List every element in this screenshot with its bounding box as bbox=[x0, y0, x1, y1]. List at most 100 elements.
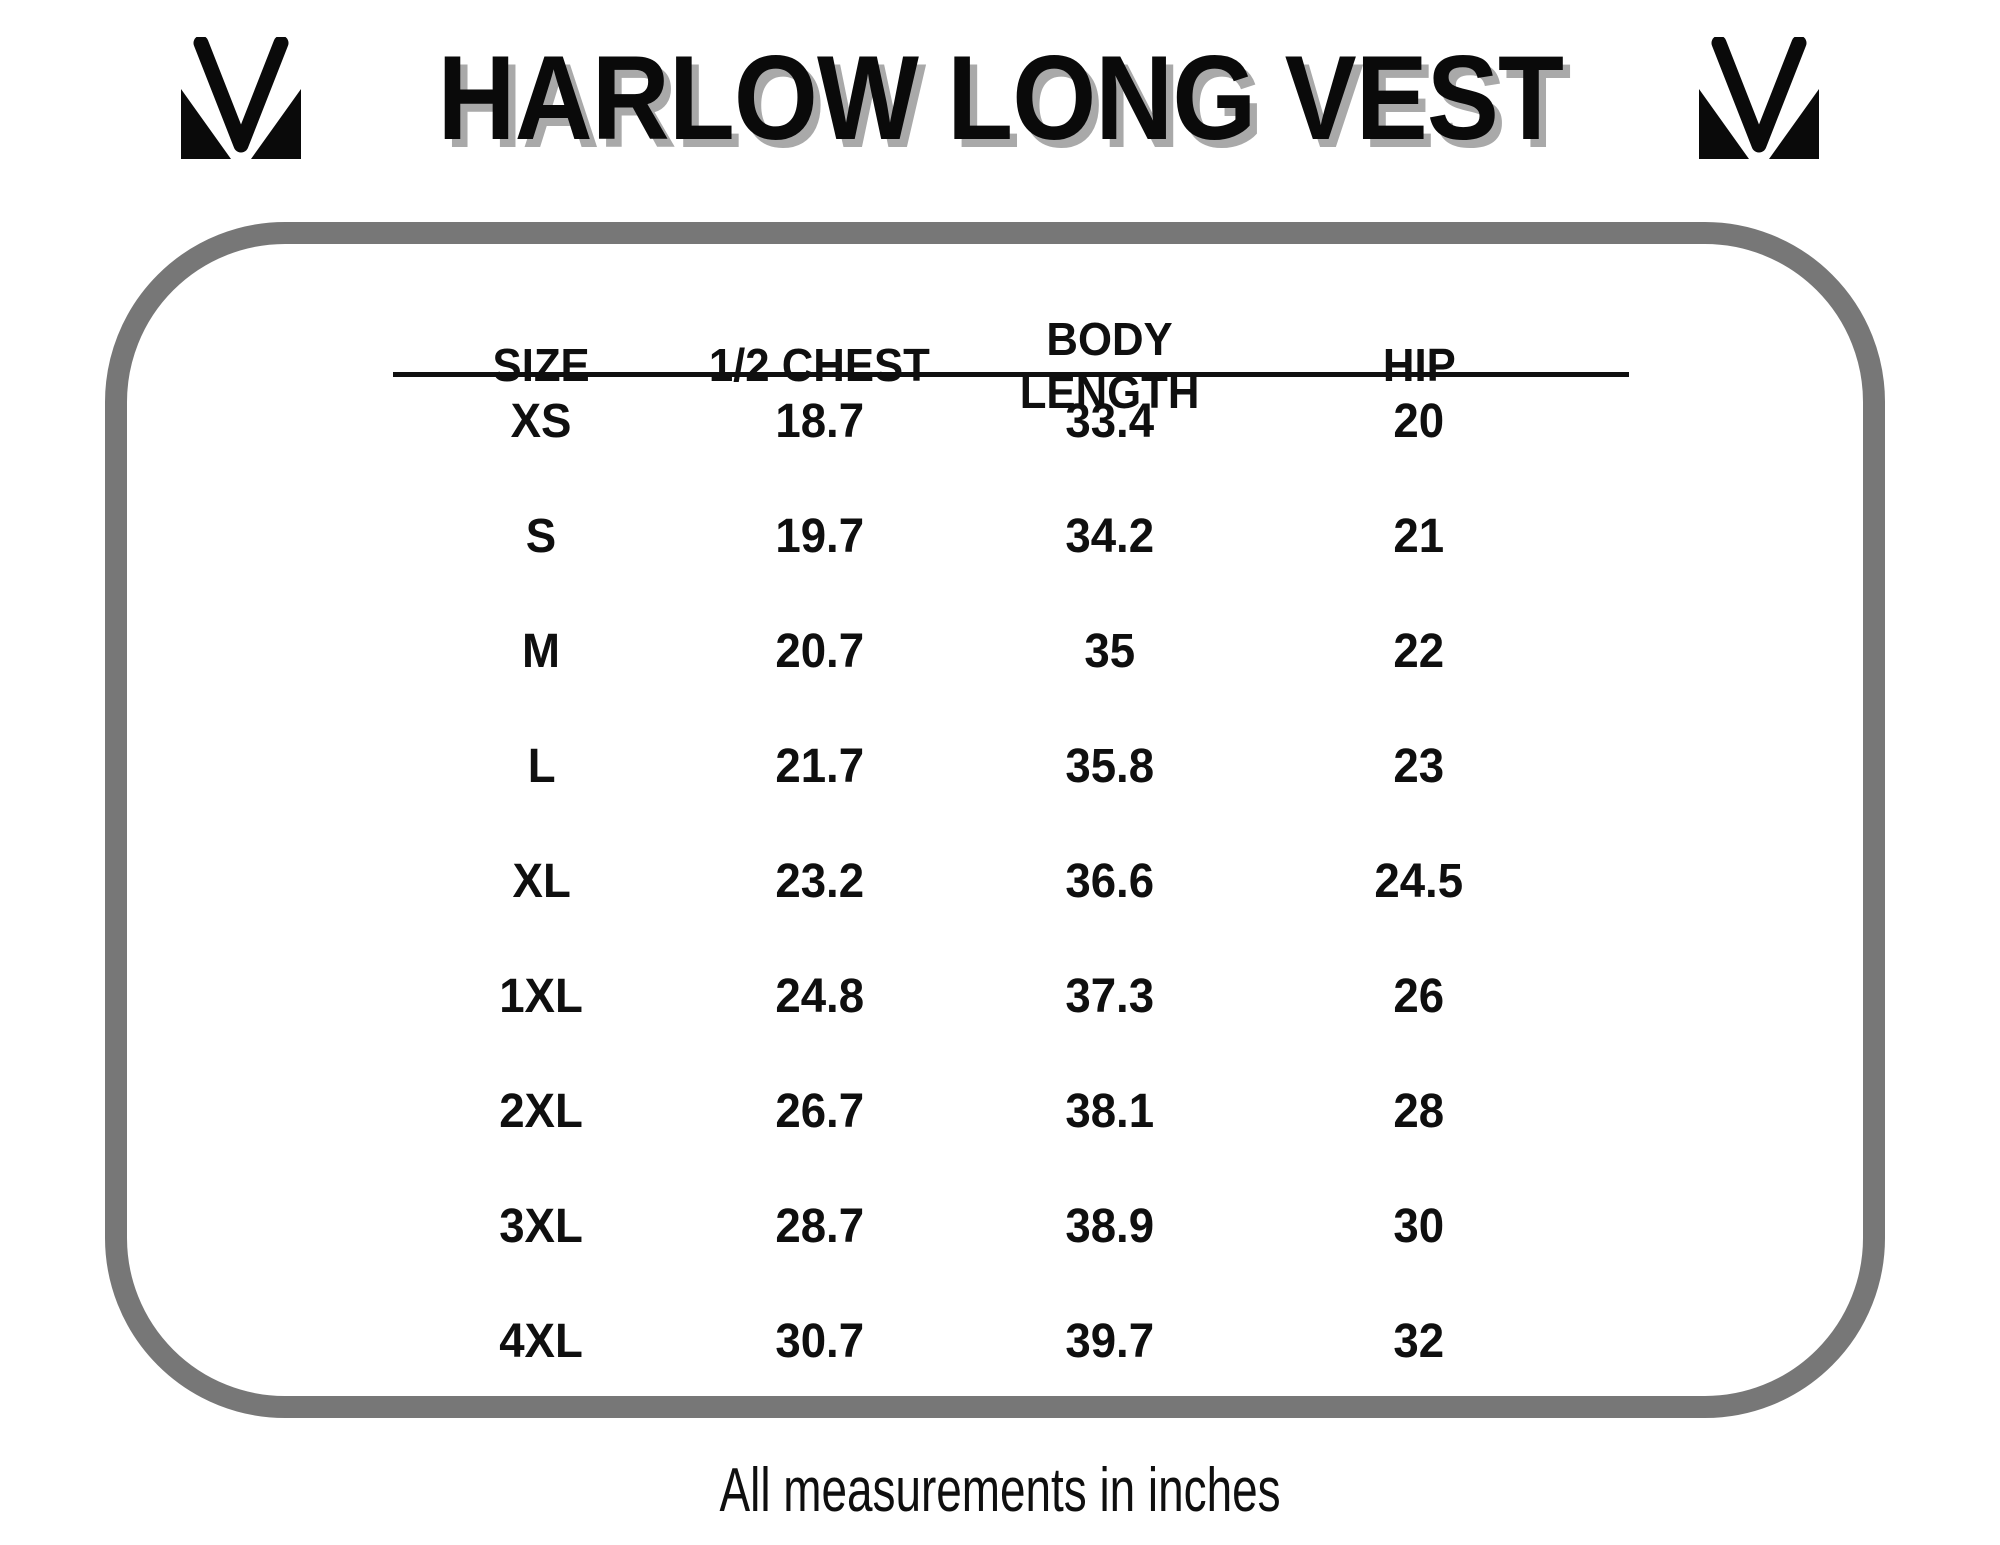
column-header-hip-label: HIP bbox=[1382, 339, 1456, 392]
size-cell-value: XL bbox=[512, 855, 571, 908]
half-chest-cell-value: 24.8 bbox=[775, 970, 864, 1023]
page-title: HARLOW LONG VEST bbox=[437, 31, 1563, 165]
body-length-cell: 35.8 bbox=[949, 739, 1270, 794]
brand-monogram-icon bbox=[1693, 37, 1825, 159]
table-row: L 21.7 35.8 23 bbox=[393, 709, 1629, 824]
half-chest-cell-value: 18.7 bbox=[775, 395, 864, 448]
half-chest-cell-value: 28.7 bbox=[775, 1200, 864, 1253]
column-header-size: SIZE bbox=[393, 286, 690, 392]
hip-cell: 30 bbox=[1271, 1199, 1568, 1254]
hip-cell: 20 bbox=[1271, 394, 1568, 449]
header-divider-line bbox=[393, 372, 1629, 377]
table-row: XS 18.7 33.4 20 bbox=[393, 364, 1629, 479]
table-row: 2XL 26.7 38.1 28 bbox=[393, 1054, 1629, 1169]
size-cell: 1XL bbox=[393, 969, 690, 1024]
hip-cell: 24.5 bbox=[1271, 854, 1568, 909]
body-length-cell-value: 39.7 bbox=[1065, 1315, 1155, 1368]
body-length-cell-value: 38.1 bbox=[1065, 1085, 1155, 1138]
body-length-cell: 38.9 bbox=[949, 1199, 1270, 1254]
body-length-cell: 36.6 bbox=[949, 854, 1270, 909]
half-chest-cell-value: 30.7 bbox=[775, 1315, 864, 1368]
measurements-note: All measurements in inches bbox=[0, 1460, 2000, 1522]
hip-cell: 22 bbox=[1271, 624, 1568, 679]
size-chart-table: SIZE 1/2 CHEST BODY LENGTH HIP XS 18.7 33.… bbox=[393, 260, 1629, 1399]
half-chest-cell: 20.7 bbox=[690, 624, 950, 679]
body-length-cell-value: 34.2 bbox=[1065, 510, 1155, 563]
hip-cell-value: 22 bbox=[1393, 625, 1445, 678]
body-length-cell: 38.1 bbox=[949, 1084, 1270, 1139]
size-cell-value: XS bbox=[510, 395, 572, 448]
size-chart-frame bbox=[105, 222, 1885, 1418]
column-header-size-label: SIZE bbox=[492, 339, 590, 392]
table-header-row: SIZE 1/2 CHEST BODY LENGTH HIP bbox=[393, 260, 1629, 418]
hip-cell: 26 bbox=[1271, 969, 1568, 1024]
hip-cell-value: 30 bbox=[1393, 1200, 1445, 1253]
table-body: XS 18.7 33.4 20 S 19.7 34.2 21 M 20.7 35 22 L 21.7 35.… bbox=[393, 364, 1629, 1399]
table-row: M 20.7 35 22 bbox=[393, 594, 1629, 709]
table-row: XL 23.2 36.6 24.5 bbox=[393, 824, 1629, 939]
column-header-hip: HIP bbox=[1271, 286, 1568, 392]
body-length-cell: 39.7 bbox=[949, 1314, 1270, 1369]
half-chest-cell-value: 19.7 bbox=[775, 510, 864, 563]
size-cell-value: 3XL bbox=[499, 1200, 584, 1253]
brand-monogram-icon bbox=[175, 37, 307, 159]
half-chest-cell-value: 20.7 bbox=[775, 625, 864, 678]
size-cell-value: M bbox=[522, 625, 561, 678]
body-length-cell-value: 38.9 bbox=[1065, 1200, 1155, 1253]
body-length-cell-value: 35.8 bbox=[1065, 740, 1155, 793]
size-cell: XS bbox=[393, 394, 690, 449]
table-row: S 19.7 34.2 21 bbox=[393, 479, 1629, 594]
size-cell: XL bbox=[393, 854, 690, 909]
hip-cell-value: 28 bbox=[1393, 1085, 1445, 1138]
hip-cell: 32 bbox=[1271, 1314, 1568, 1369]
half-chest-cell: 21.7 bbox=[690, 739, 950, 794]
table-row: 3XL 28.7 38.9 30 bbox=[393, 1169, 1629, 1284]
size-cell-value: 1XL bbox=[499, 970, 584, 1023]
measurements-note-text: All measurements in inches bbox=[719, 1456, 1281, 1525]
size-cell-value: 4XL bbox=[499, 1315, 584, 1368]
size-cell: M bbox=[393, 624, 690, 679]
hip-cell-value: 21 bbox=[1393, 510, 1445, 563]
table-row: 4XL 30.7 39.7 32 bbox=[393, 1284, 1629, 1399]
half-chest-cell-value: 26.7 bbox=[775, 1085, 864, 1138]
column-header-body-length: BODY LENGTH bbox=[949, 260, 1270, 419]
half-chest-cell: 23.2 bbox=[690, 854, 950, 909]
column-header-body-length-label: BODY LENGTH bbox=[1020, 312, 1200, 418]
hip-cell-value: 32 bbox=[1393, 1315, 1445, 1368]
size-cell-value: S bbox=[526, 510, 557, 563]
hip-cell: 28 bbox=[1271, 1084, 1568, 1139]
body-length-cell-value: 36.6 bbox=[1065, 855, 1155, 908]
hip-cell: 23 bbox=[1271, 739, 1568, 794]
hip-cell: 21 bbox=[1271, 509, 1568, 564]
half-chest-cell: 18.7 bbox=[690, 394, 950, 449]
half-chest-cell-value: 23.2 bbox=[775, 855, 864, 908]
column-header-half-chest-label: 1/2 CHEST bbox=[708, 339, 930, 392]
hip-cell-value: 20 bbox=[1393, 395, 1445, 448]
body-length-cell: 33.4 bbox=[949, 394, 1270, 449]
size-cell-value: L bbox=[527, 740, 556, 793]
body-length-cell: 35 bbox=[949, 624, 1270, 679]
header: HARLOW LONG VEST bbox=[0, 28, 2000, 168]
size-cell-value: 2XL bbox=[499, 1085, 584, 1138]
half-chest-cell: 30.7 bbox=[690, 1314, 950, 1369]
body-length-cell: 34.2 bbox=[949, 509, 1270, 564]
size-cell: S bbox=[393, 509, 690, 564]
body-length-cell: 37.3 bbox=[949, 969, 1270, 1024]
column-header-half-chest: 1/2 CHEST bbox=[690, 286, 950, 392]
size-cell: 3XL bbox=[393, 1199, 690, 1254]
body-length-cell-value: 35 bbox=[1084, 625, 1136, 678]
half-chest-cell: 19.7 bbox=[690, 509, 950, 564]
table-row: 1XL 24.8 37.3 26 bbox=[393, 939, 1629, 1054]
half-chest-cell: 26.7 bbox=[690, 1084, 950, 1139]
hip-cell-value: 26 bbox=[1393, 970, 1445, 1023]
size-cell: 4XL bbox=[393, 1314, 690, 1369]
size-cell: 2XL bbox=[393, 1084, 690, 1139]
body-length-cell-value: 37.3 bbox=[1065, 970, 1155, 1023]
hip-cell-value: 24.5 bbox=[1374, 855, 1464, 908]
half-chest-cell: 24.8 bbox=[690, 969, 950, 1024]
size-cell: L bbox=[393, 739, 690, 794]
half-chest-cell-value: 21.7 bbox=[775, 740, 864, 793]
body-length-cell-value: 33.4 bbox=[1065, 395, 1155, 448]
half-chest-cell: 28.7 bbox=[690, 1199, 950, 1254]
